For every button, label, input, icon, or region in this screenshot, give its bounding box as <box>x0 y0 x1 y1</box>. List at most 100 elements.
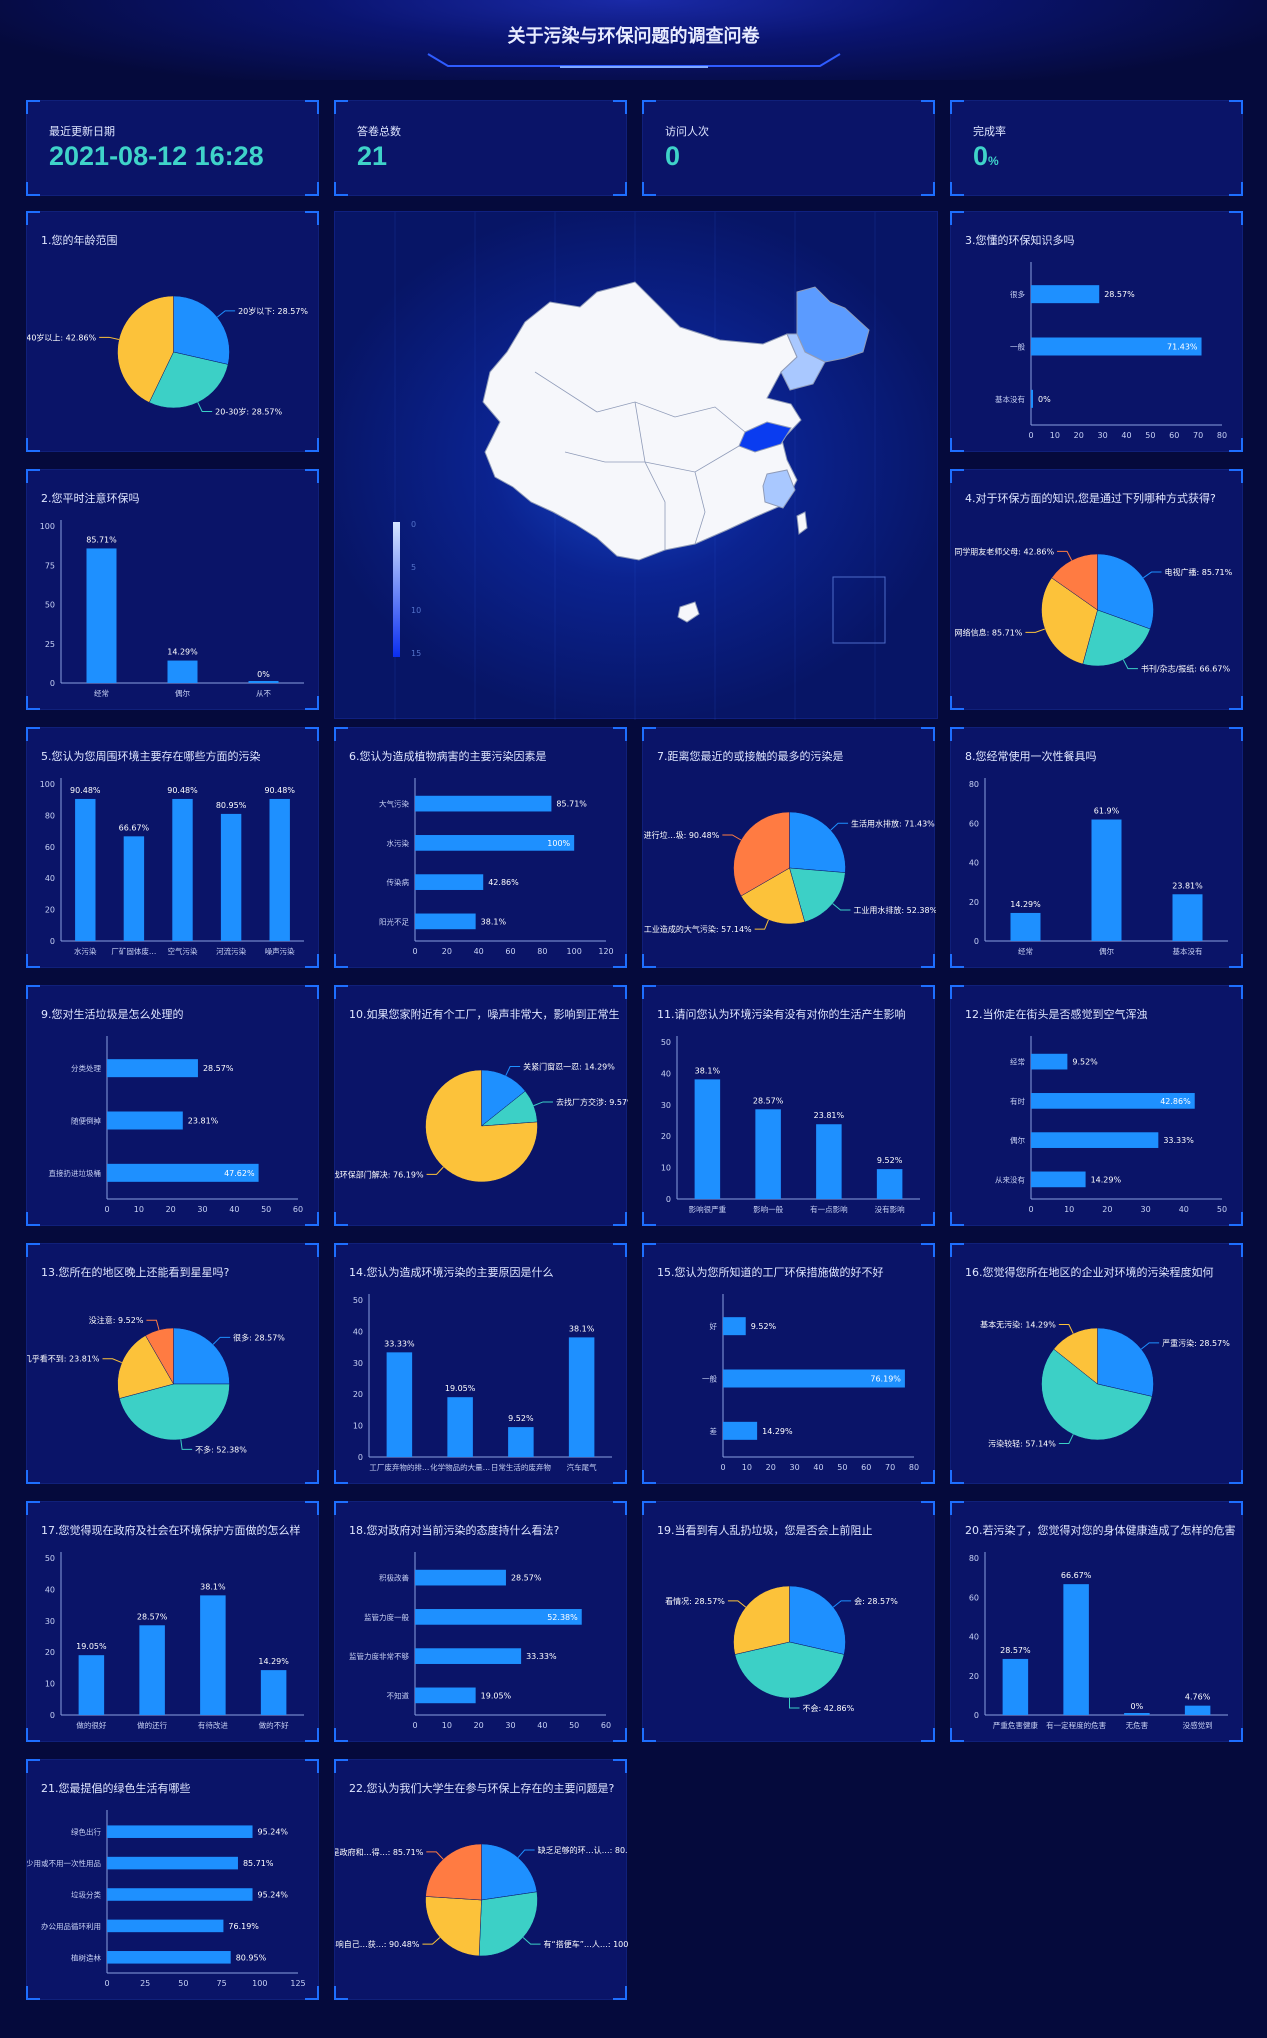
pie-slice[interactable] <box>425 1843 482 1901</box>
pie-slice[interactable] <box>173 295 230 365</box>
bar[interactable] <box>1002 1658 1029 1715</box>
bar[interactable] <box>139 1625 165 1715</box>
map-zhejiang[interactable] <box>762 469 796 509</box>
bar[interactable] <box>107 1888 253 1901</box>
bar[interactable] <box>1031 337 1202 356</box>
pie-slice[interactable] <box>148 351 229 409</box>
pie-slice[interactable] <box>789 811 846 873</box>
bar[interactable] <box>694 1079 721 1199</box>
bar[interactable] <box>723 1317 746 1336</box>
pie-slice[interactable] <box>1051 553 1098 611</box>
bar[interactable] <box>107 1163 259 1182</box>
bar[interactable] <box>415 1569 506 1586</box>
pie-label: 关紧门窗忍一忍: 14.29% <box>523 1062 615 1072</box>
bar[interactable] <box>415 913 476 930</box>
bar[interactable] <box>107 1111 183 1130</box>
pie-label: 电视广播: 85.71% <box>1165 567 1233 577</box>
bar[interactable] <box>1031 1093 1195 1109</box>
pie-slice[interactable] <box>481 1843 538 1901</box>
chart-q2: 0 25 50 75 100 85.71% 经常 14.29% 偶尔 0% 从不 <box>40 520 304 698</box>
bar[interactable] <box>1184 1705 1211 1715</box>
panel-corner <box>613 182 627 196</box>
pie-slice[interactable] <box>1041 577 1098 665</box>
pie-slice[interactable] <box>478 1891 538 1957</box>
bar[interactable] <box>220 813 242 941</box>
bar[interactable] <box>1031 1132 1159 1148</box>
bar[interactable] <box>1063 1584 1089 1715</box>
bar[interactable] <box>1010 912 1041 941</box>
bar[interactable] <box>415 1687 476 1704</box>
pie-slice[interactable] <box>734 1641 845 1699</box>
bar[interactable] <box>415 1609 582 1625</box>
bar[interactable] <box>248 681 279 683</box>
bar[interactable] <box>415 874 484 890</box>
bar[interactable] <box>1031 285 1100 304</box>
pie-slice[interactable] <box>425 1896 482 1957</box>
panel-corner <box>613 1728 627 1742</box>
pie-slice[interactable] <box>481 1069 526 1127</box>
pie-slice[interactable] <box>789 1585 846 1655</box>
pie-slice[interactable] <box>789 867 846 923</box>
pie-slice[interactable] <box>1097 1327 1154 1397</box>
panel-corner <box>334 954 348 968</box>
bar[interactable] <box>568 1337 595 1457</box>
bar[interactable] <box>107 1856 238 1870</box>
bar[interactable] <box>167 660 198 683</box>
bar[interactable] <box>1031 1171 1086 1188</box>
x-tick-label: 水污染 <box>74 946 97 956</box>
pie-slice[interactable] <box>1053 1327 1098 1385</box>
pie-leader-line <box>722 834 742 841</box>
bar[interactable] <box>200 1595 226 1715</box>
bar[interactable] <box>415 835 575 851</box>
bar[interactable] <box>1172 894 1203 941</box>
bar[interactable] <box>1031 389 1033 408</box>
pie-slice[interactable] <box>1041 1348 1153 1441</box>
map-mainland[interactable] <box>482 281 802 561</box>
panel-corner <box>26 1501 40 1515</box>
bar[interactable] <box>723 1369 905 1388</box>
bar[interactable] <box>107 1825 253 1838</box>
bar[interactable] <box>172 798 193 941</box>
bar[interactable] <box>755 1109 781 1199</box>
map-taiwan[interactable] <box>796 511 808 535</box>
bar[interactable] <box>75 798 96 941</box>
map-hainan[interactable] <box>677 601 700 623</box>
pie-slice[interactable] <box>733 811 790 897</box>
chart-q22: 缺乏足够的环…认…: 80.95% 有“搭便车”…人…: 100% 可能影响自己…获… <box>335 1843 628 1957</box>
bar[interactable] <box>386 1352 413 1457</box>
bar[interactable] <box>723 1421 758 1440</box>
bar[interactable] <box>415 1648 522 1664</box>
pie-slice[interactable] <box>425 1069 538 1183</box>
bar[interactable] <box>78 1655 105 1715</box>
panel-corner <box>1229 1728 1243 1742</box>
bar[interactable] <box>107 1059 198 1078</box>
bar[interactable] <box>269 798 290 941</box>
bar[interactable] <box>107 1951 231 1964</box>
bar[interactable] <box>1031 1053 1068 1070</box>
bar[interactable] <box>508 1427 534 1457</box>
pie-slice[interactable] <box>173 1327 230 1385</box>
bar[interactable] <box>107 1919 224 1933</box>
pie-leader-line <box>99 336 120 341</box>
x-tick-label: 0 <box>104 1205 109 1214</box>
pie-slice[interactable] <box>117 295 174 403</box>
pie-slice[interactable] <box>733 1585 790 1655</box>
x-tick-label: 20 <box>474 1721 484 1730</box>
pie-leader-line <box>426 1851 444 1860</box>
bar[interactable] <box>876 1169 903 1199</box>
map-jilin-liaoning[interactable] <box>780 333 826 391</box>
bar[interactable] <box>415 795 552 812</box>
panel-corner <box>613 100 627 114</box>
data-label: 66.67% <box>1061 1571 1092 1580</box>
bar[interactable] <box>86 548 117 683</box>
bar[interactable] <box>447 1397 473 1457</box>
bar[interactable] <box>1091 819 1122 941</box>
pie-slice[interactable] <box>145 1327 174 1385</box>
bar[interactable] <box>260 1670 287 1715</box>
y-tick-label: 20 <box>969 898 979 907</box>
bar[interactable] <box>1124 1713 1150 1715</box>
map-heilongjiang[interactable] <box>796 286 870 363</box>
panel-corner <box>921 100 935 114</box>
bar[interactable] <box>123 836 145 941</box>
bar[interactable] <box>816 1124 842 1199</box>
